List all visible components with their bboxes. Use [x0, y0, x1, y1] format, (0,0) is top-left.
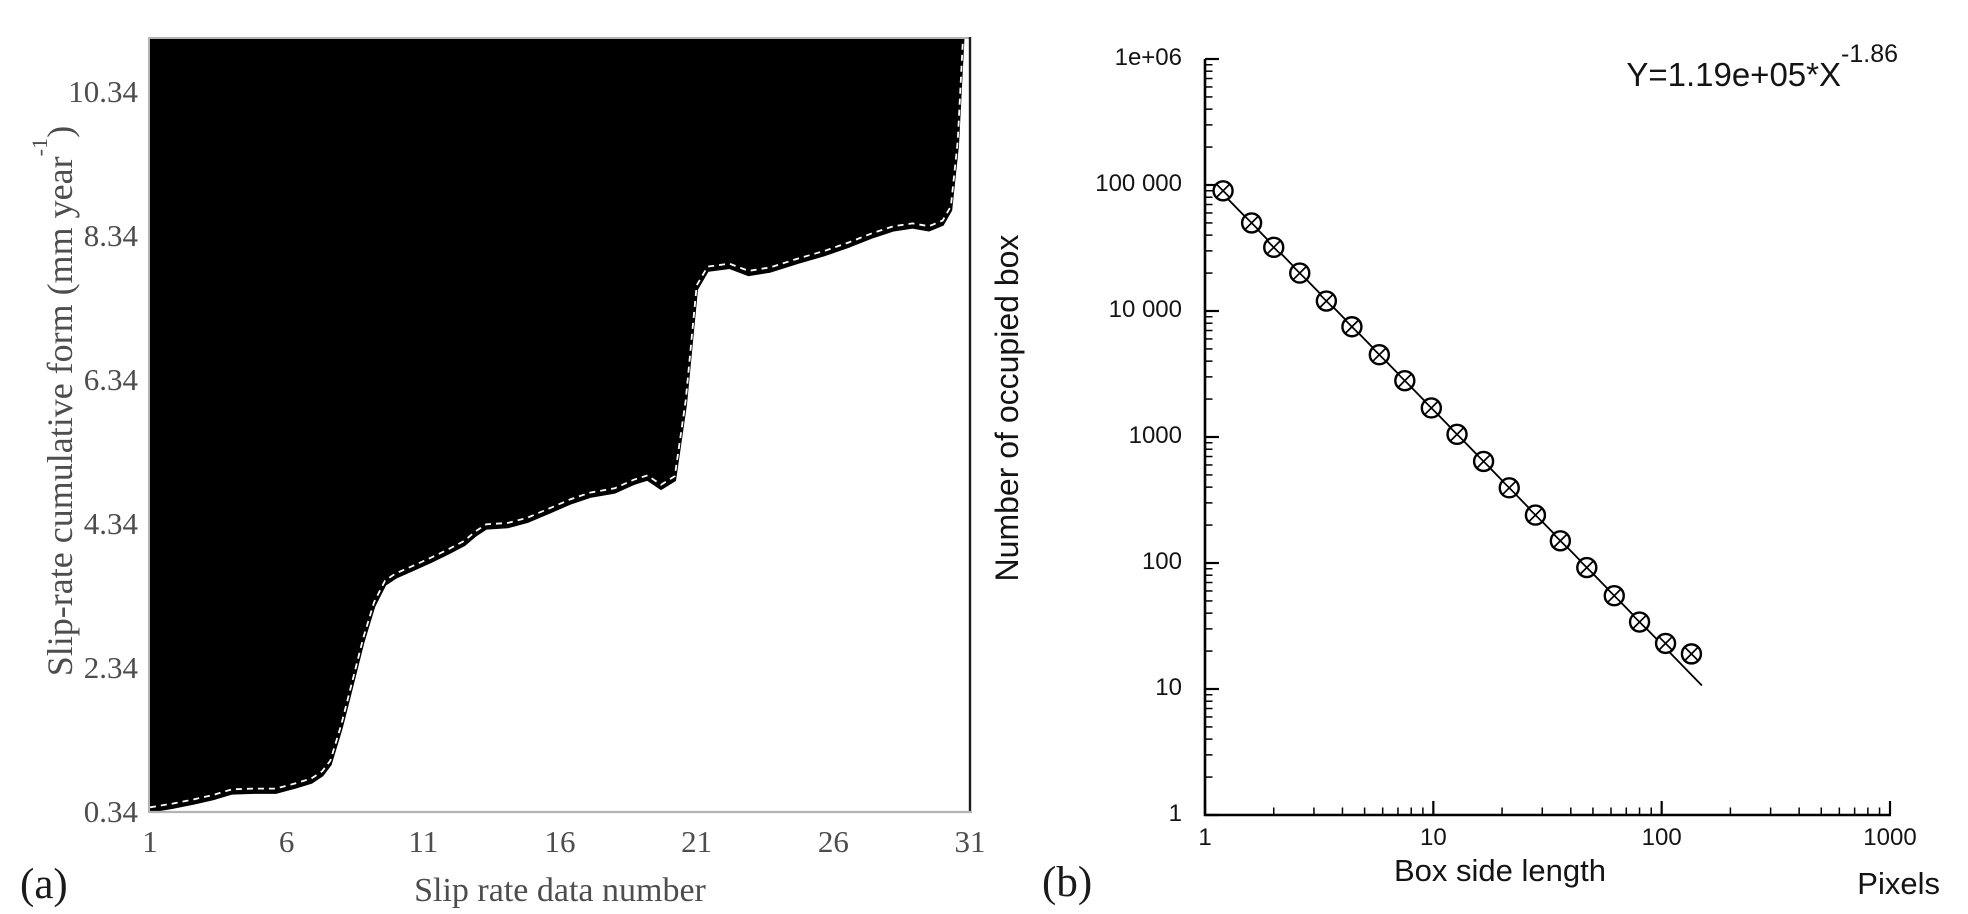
b-y-tick-label: 1 [1168, 800, 1182, 827]
marker-x-cross [1344, 319, 1360, 334]
panel-label-b: (b) [1042, 859, 1093, 906]
a-x-tick-label: 31 [954, 824, 986, 859]
a-y-axis-title-superscript: -1 [26, 137, 52, 157]
data-point-marker [1498, 477, 1520, 499]
data-point-marker [1315, 290, 1338, 312]
b-x-axis-title: Box side length [1394, 853, 1606, 888]
marker-x-cross [1476, 454, 1491, 469]
b-y-tick-label: 1e+06 [1114, 44, 1182, 71]
b-y-tick-label: 100 [1141, 548, 1182, 575]
a-y-tick-label: 4.34 [83, 506, 138, 541]
data-point-marker [1263, 236, 1285, 259]
fit-equation-annotation: Y=1.19e+05*X-1.86 [1626, 40, 1898, 94]
slip-rate-area-fill [150, 38, 964, 812]
a-y-tick-label: 2.34 [83, 650, 138, 685]
marker-x-cross [1607, 588, 1622, 603]
marker-x-cross [1632, 614, 1647, 630]
b-x-tick-label: 1 [1198, 824, 1212, 851]
marker-x-cross [1684, 646, 1699, 662]
b-y-tick-label: 10 [1155, 674, 1182, 701]
marker-x-cross [1502, 480, 1517, 496]
a-x-tick-label: 26 [817, 824, 849, 859]
fit-equation-base: Y=1.19e+05*X [1626, 56, 1842, 93]
b-x-tick-label: 1000 [1863, 824, 1917, 851]
data-point-marker [1394, 369, 1416, 392]
b-y-tick-label: 1000 [1128, 422, 1182, 449]
data-point-marker [1341, 316, 1363, 338]
marker-x-cross [1244, 215, 1259, 231]
b-y-tick-label: 100 000 [1095, 170, 1182, 197]
data-point-marker [1654, 632, 1677, 655]
slip-rate-curve-dashed-line [149, 33, 965, 809]
data-point-marker [1472, 450, 1495, 473]
a-x-tick-label: 1 [142, 824, 158, 859]
marker-x-cross [1553, 533, 1568, 549]
panel-label-a: (a) [20, 861, 68, 908]
slip-rate-curve-edge [149, 37, 965, 813]
data-point-marker [1628, 611, 1651, 633]
data-point-marker [1446, 423, 1468, 446]
marker-x-cross [1266, 240, 1281, 255]
data-point-marker [1524, 504, 1547, 526]
a-x-tick-label: 11 [408, 824, 439, 859]
data-point-marker [1368, 343, 1391, 366]
b-x-tick-label: 10 [1419, 824, 1447, 851]
marker-x-cross [1658, 636, 1673, 651]
a-x-tick-label: 21 [681, 824, 713, 859]
b-x-tick-label: 100 [1641, 824, 1682, 851]
data-point-marker [1289, 262, 1311, 284]
marker-x-cross [1372, 347, 1387, 362]
data-point-marker [1576, 556, 1598, 579]
a-y-tick-label: 6.34 [83, 362, 138, 397]
data-point-marker [1212, 180, 1234, 202]
data-point-marker [1603, 585, 1625, 607]
a-y-tick-label: 8.34 [83, 218, 138, 253]
b-y-tick-label: 10 000 [1108, 296, 1182, 323]
a-x-axis-title: Slip rate data number [414, 872, 706, 909]
a-x-tick-label: 16 [544, 824, 576, 859]
a-x-tick-label: 6 [278, 824, 295, 859]
data-point-marker [1240, 212, 1263, 234]
fit-equation-exponent: -1.86 [1841, 39, 1898, 68]
b-x-axis-unit-label: Pixels [1857, 866, 1940, 901]
data-point-marker [1420, 397, 1443, 419]
a-y-tick-label: 10.34 [68, 74, 138, 109]
marker-x-cross [1449, 427, 1465, 442]
marker-x-cross [1424, 400, 1439, 416]
a-y-tick-label: 0.34 [83, 794, 138, 829]
a-y-axis-title-close: ) [40, 125, 80, 138]
data-point-marker [1680, 643, 1703, 665]
marker-x-cross [1397, 373, 1413, 388]
data-point-marker [1549, 530, 1572, 552]
marker-x-cross [1215, 183, 1231, 198]
marker-x-cross [1528, 507, 1543, 523]
marker-x-cross [1319, 293, 1334, 309]
marker-x-cross [1579, 560, 1594, 575]
marker-x-cross [1292, 265, 1307, 281]
